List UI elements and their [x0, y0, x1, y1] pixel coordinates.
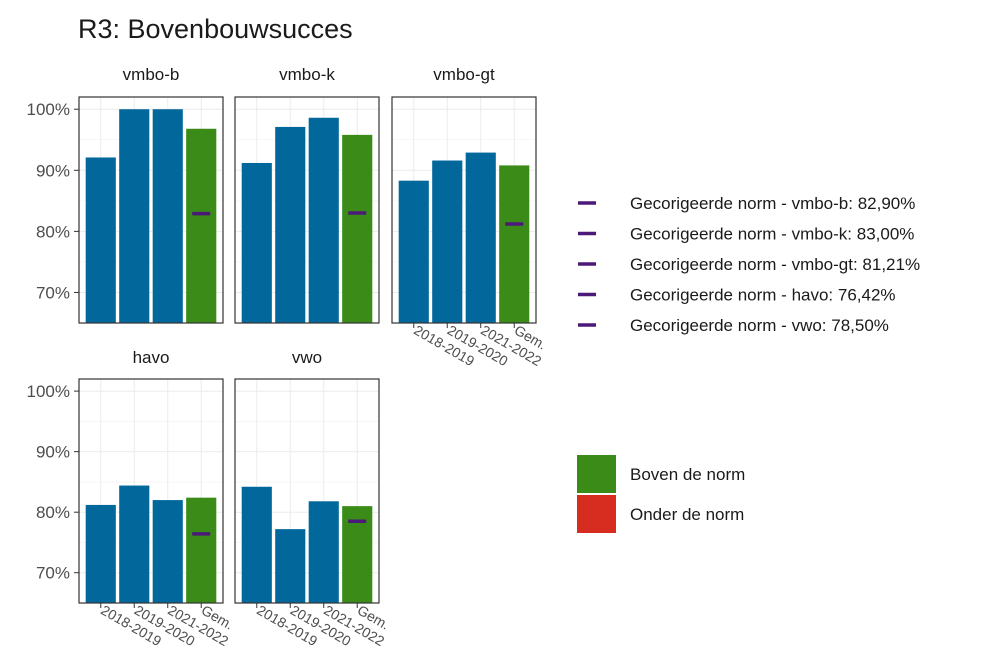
panel-border	[78, 96, 224, 324]
panel-title: vmbo-gt	[433, 65, 495, 84]
bar-year	[85, 504, 116, 603]
legend-norm-label: Gecorigeerde norm - vwo: 78,50%	[630, 316, 889, 335]
legend-norm-label: Gecorigeerde norm - vmbo-gt: 81,21%	[630, 255, 920, 274]
bar-year	[275, 126, 306, 323]
legend-fill-key	[577, 455, 616, 493]
legend-fill-label: Onder de norm	[630, 505, 744, 524]
bar-year	[308, 501, 339, 603]
legend-norm-label: Gecorigeerde norm - vmbo-b: 82,90%	[630, 194, 915, 213]
legend-fill-label: Boven de norm	[630, 465, 745, 484]
bar-year	[308, 117, 339, 323]
y-tick-label: 80%	[36, 503, 70, 522]
bar-average	[499, 165, 530, 323]
bar-year	[241, 162, 272, 323]
y-tick-label: 70%	[36, 283, 70, 302]
y-tick-label: 90%	[36, 161, 70, 180]
bar-year	[275, 529, 306, 603]
y-tick-label: 80%	[36, 222, 70, 241]
bar-year	[152, 109, 183, 323]
panel-title: vmbo-k	[279, 65, 335, 84]
bar-average	[342, 134, 373, 323]
panel-border	[234, 96, 380, 324]
chart-title: R3: Bovenbouwsucces	[78, 14, 353, 44]
y-tick-label: 70%	[36, 564, 70, 583]
bar-year	[241, 486, 272, 603]
bar-year	[119, 109, 150, 323]
panel-border	[78, 378, 224, 604]
legend-norm-label: Gecorigeerde norm - vmbo-k: 83,00%	[630, 225, 914, 244]
bar-year	[152, 500, 183, 603]
bar-year	[119, 485, 150, 603]
panel-title: vmbo-b	[123, 65, 180, 84]
panel-border	[234, 378, 380, 604]
bar-average	[186, 128, 217, 323]
bar-year	[465, 152, 496, 323]
bar-year	[85, 157, 116, 323]
y-tick-label: 100%	[27, 100, 70, 119]
panel-title: havo	[133, 348, 170, 367]
bar-year	[432, 160, 463, 323]
bar-year	[398, 180, 429, 323]
panel-border	[391, 96, 537, 324]
y-tick-label: 90%	[36, 443, 70, 462]
bar-average	[186, 497, 217, 603]
panel-title: vwo	[292, 348, 322, 367]
y-tick-label: 100%	[27, 382, 70, 401]
legend-fill-key	[577, 495, 616, 533]
legend-norm-label: Gecorigeerde norm - havo: 76,42%	[630, 286, 896, 305]
